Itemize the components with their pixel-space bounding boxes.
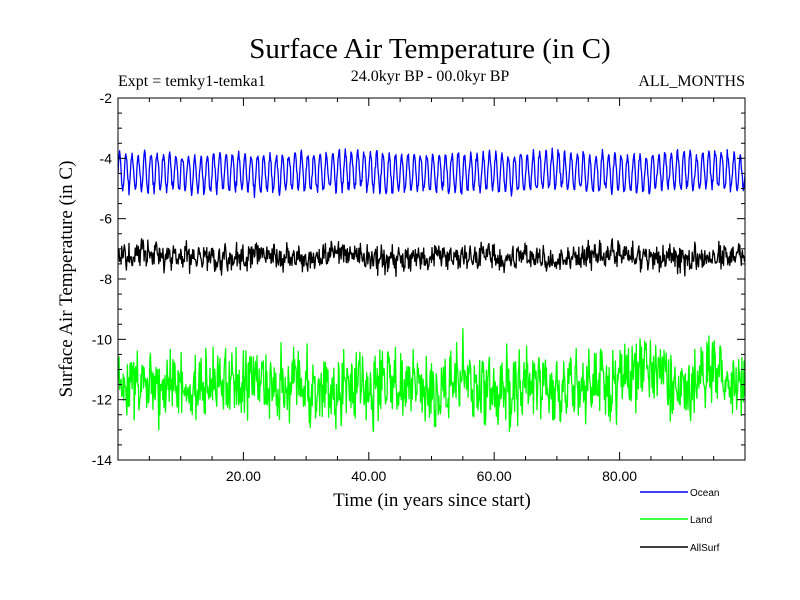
months-label: ALL_MONTHS bbox=[638, 73, 745, 90]
legend-label-land: Land bbox=[690, 515, 712, 526]
x-tick-label: 60.00 bbox=[477, 468, 512, 484]
x-axis-label: Time (in years since start) bbox=[333, 490, 531, 511]
y-tick-label: -6 bbox=[100, 211, 113, 227]
time-range-label: 24.0kyr BP - 00.0kyr BP bbox=[351, 68, 510, 85]
y-axis-label: Surface Air Temperature (in C) bbox=[56, 161, 77, 398]
series-line-land bbox=[118, 328, 745, 433]
y-tick-label: -14 bbox=[92, 452, 112, 468]
y-tick-label: -10 bbox=[92, 331, 112, 347]
series-line-allsurf bbox=[118, 238, 745, 277]
series-line-ocean bbox=[118, 147, 745, 199]
y-tick-label: -12 bbox=[92, 392, 112, 408]
x-tick-label: 20.00 bbox=[226, 468, 261, 484]
x-tick-label: 80.00 bbox=[602, 468, 637, 484]
x-tick-label: 40.00 bbox=[351, 468, 386, 484]
expt-label: Expt = temky1-temka1 bbox=[118, 73, 266, 90]
legend-label-ocean: Ocean bbox=[690, 488, 719, 499]
y-tick-label: -2 bbox=[100, 90, 113, 106]
legend-label-allsurf: AllSurf bbox=[690, 543, 720, 554]
y-tick-label: -4 bbox=[100, 150, 113, 166]
y-tick-label: -8 bbox=[100, 271, 113, 287]
chart-title: Surface Air Temperature (in C) bbox=[249, 33, 610, 65]
